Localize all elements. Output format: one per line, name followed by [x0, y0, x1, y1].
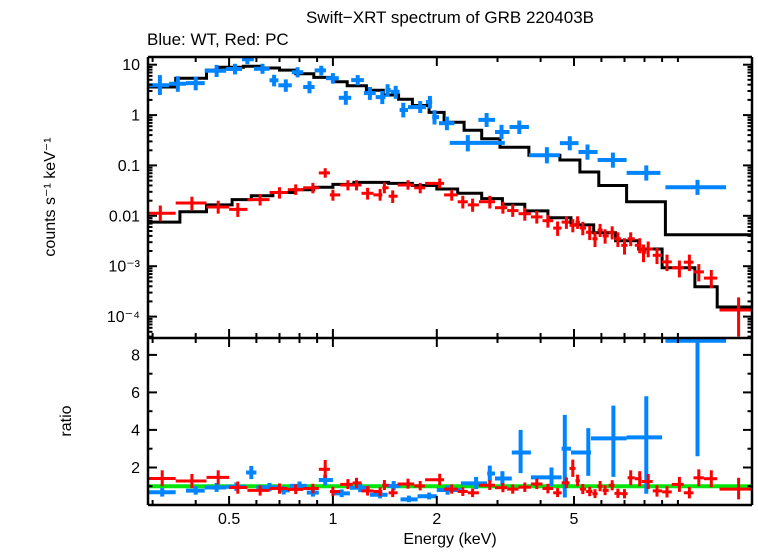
- pc-model-line: [148, 180, 752, 309]
- pc-ratio-points: [148, 459, 752, 500]
- counts-tick-label: 0.1: [118, 158, 140, 175]
- ratio-tick-label: 4: [131, 422, 140, 439]
- ratio-tick-label: 8: [131, 347, 140, 364]
- energy-tick-label: 2: [432, 511, 441, 528]
- counts-tick-label: 10⁻³: [108, 259, 140, 276]
- ratio-tick-label: 2: [131, 460, 140, 477]
- energy-tick-label: 0.5: [218, 511, 240, 528]
- counts-tick-label: 10: [122, 57, 140, 74]
- energy-tick-label: 5: [570, 511, 579, 528]
- y-axis-label-counts: counts s⁻¹ keV⁻¹: [42, 137, 59, 257]
- wt-spectrum-points: [148, 57, 727, 195]
- pc-spectrum-points: [148, 168, 752, 337]
- legend-text: Blue: WT, Red: PC: [147, 30, 289, 49]
- x-axis-label: Energy (keV): [403, 531, 497, 548]
- ratio-panel-data: [148, 338, 752, 503]
- counts-tick-label: 1: [131, 108, 140, 125]
- top-panel-data: [148, 57, 752, 337]
- counts-tick-label: 10⁻⁴: [107, 309, 140, 326]
- y-axis-label-ratio: ratio: [58, 405, 75, 437]
- energy-tick-label: 1: [328, 511, 337, 528]
- counts-tick-label: 0.01: [109, 208, 140, 225]
- tick-marks: [148, 57, 752, 505]
- tick-labels: 10 1 0.1 0.01 10⁻³ 10⁻⁴ 2 4 6 8 0.5 1 2 5: [107, 57, 579, 528]
- page-title: Swift−XRT spectrum of GRB 220403B: [305, 8, 595, 27]
- ratio-tick-label: 6: [131, 385, 140, 402]
- wt-model-line: [148, 64, 752, 237]
